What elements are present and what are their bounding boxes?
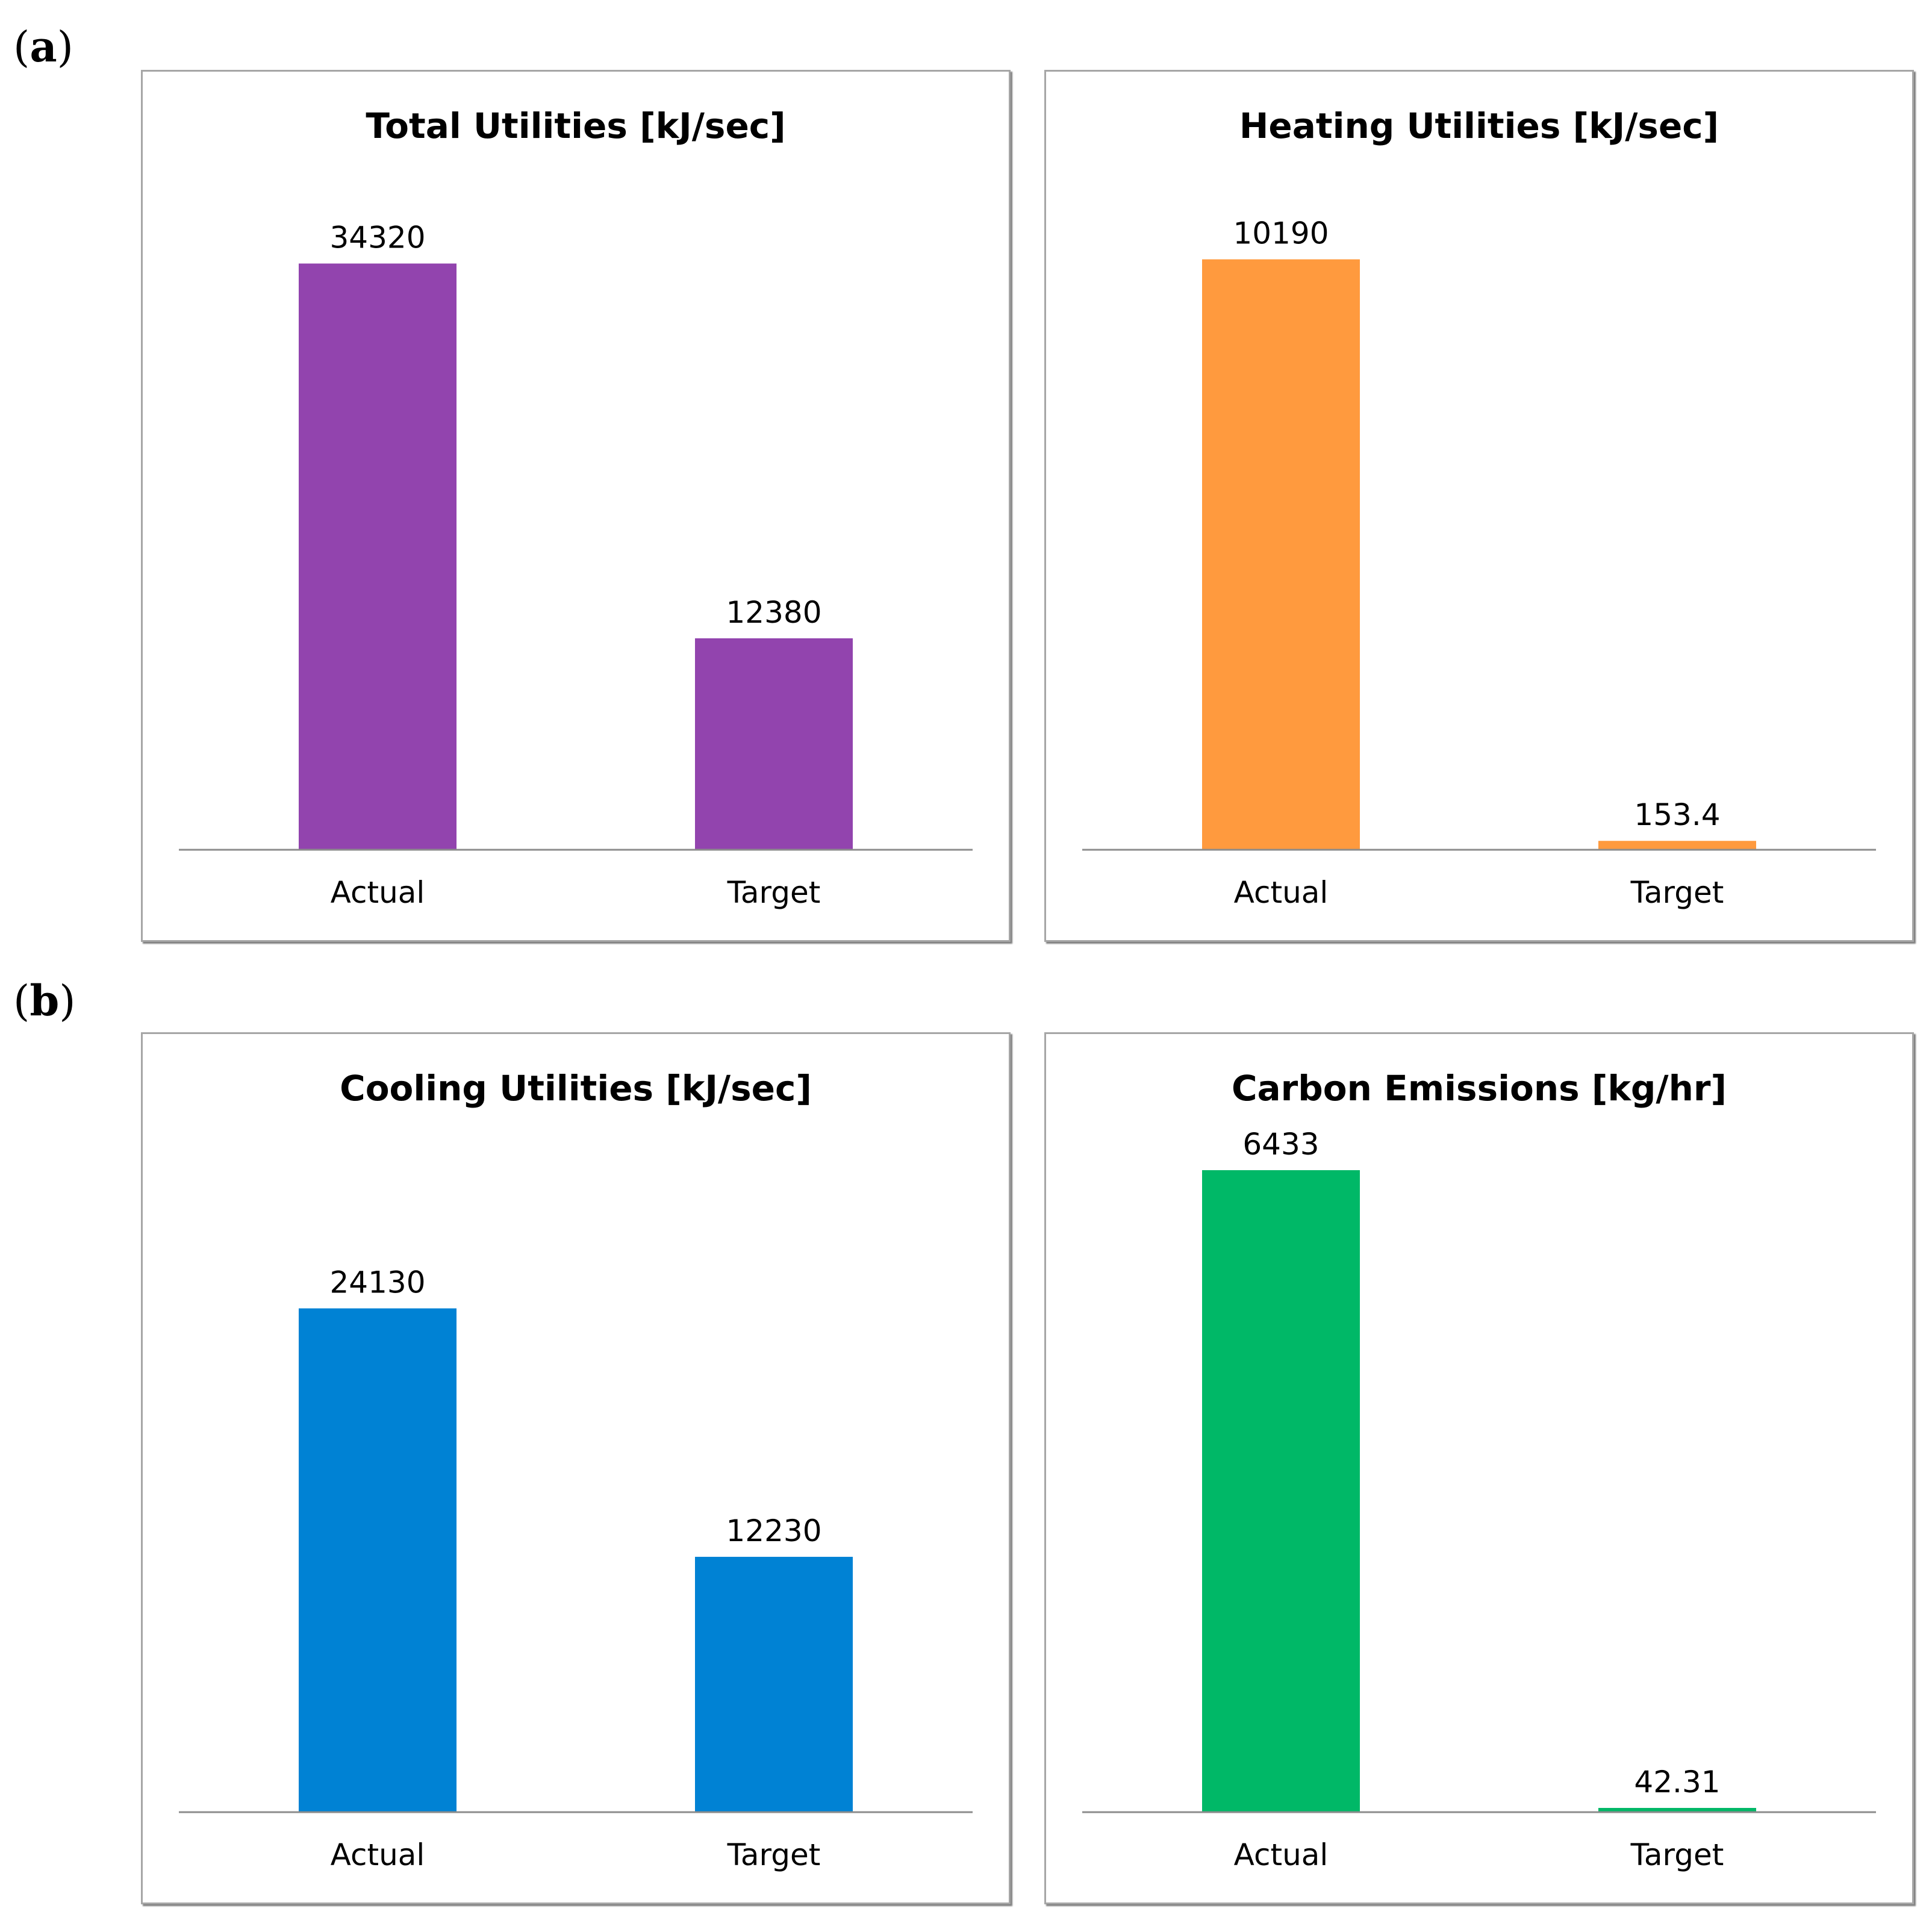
carbon-emissions-tick-label-actual: Actual <box>1234 1837 1329 1872</box>
panel-label-b-letter: b <box>30 976 60 1026</box>
cooling-utilities-bar-actual <box>299 1308 457 1812</box>
heating-utilities-tick-label-actual: Actual <box>1234 875 1329 910</box>
cooling-utilities-bar-target <box>695 1557 853 1812</box>
chart-heating-utilities-svg: Heating Utilities [kJ/sec] 10190 Actual 153… <box>1082 105 1876 910</box>
chart-total-utilities-svg: Total Utilities [kJ/sec] 34320 Actual 12380… <box>179 105 973 910</box>
panel-label-b: (b) <box>13 976 76 1026</box>
chart-total-utilities: Total Utilities [kJ/sec] 34320 Actual 12380… <box>141 70 1011 942</box>
total-utilities-title: Total Utilities [kJ/sec] <box>366 105 785 146</box>
carbon-emissions-bar-actual <box>1202 1170 1360 1812</box>
total-utilities-data-label-actual: 34320 <box>329 220 425 255</box>
heating-utilities-data-label-target: 153.4 <box>1634 797 1720 832</box>
cooling-utilities-data-label-actual: 24130 <box>329 1265 425 1300</box>
total-utilities-tick-label-actual: Actual <box>331 875 425 910</box>
cooling-utilities-tick-label-target: Target <box>727 1837 821 1872</box>
panel-label-a-letter: a <box>30 22 57 72</box>
heating-utilities-title: Heating Utilities [kJ/sec] <box>1239 105 1719 146</box>
total-utilities-tick-label-target: Target <box>727 875 821 910</box>
heating-utilities-tick-label-target: Target <box>1630 875 1724 910</box>
cooling-utilities-tick-label-actual: Actual <box>331 1837 425 1872</box>
panel-label-a: (a) <box>13 22 73 72</box>
chart-cooling-utilities-svg: Cooling Utilities [kJ/sec] 24130 Actual 122… <box>179 1068 973 1872</box>
chart-heating-utilities: Heating Utilities [kJ/sec] 10190 Actual 153… <box>1044 70 1914 942</box>
cooling-utilities-data-label-target: 12230 <box>726 1513 821 1548</box>
heating-utilities-bar-actual <box>1202 259 1360 850</box>
total-utilities-bar-actual <box>299 263 457 850</box>
total-utilities-bar-target <box>695 638 853 850</box>
chart-carbon-emissions-svg: Carbon Emissions [kg/hr] 6433 Actual 42.31 T… <box>1082 1068 1876 1872</box>
chart-carbon-emissions: Carbon Emissions [kg/hr] 6433 Actual 42.31 T… <box>1044 1032 1914 1904</box>
cooling-utilities-title: Cooling Utilities [kJ/sec] <box>340 1068 812 1109</box>
carbon-emissions-title: Carbon Emissions [kg/hr] <box>1232 1068 1727 1109</box>
carbon-emissions-data-label-target: 42.31 <box>1634 1765 1720 1800</box>
carbon-emissions-data-label-actual: 6433 <box>1242 1127 1319 1162</box>
carbon-emissions-tick-label-target: Target <box>1630 1837 1724 1872</box>
total-utilities-data-label-target: 12380 <box>726 595 821 630</box>
chart-cooling-utilities: Cooling Utilities [kJ/sec] 24130 Actual 122… <box>141 1032 1011 1904</box>
carbon-emissions-bar-target <box>1598 1807 1756 1812</box>
heating-utilities-data-label-actual: 10190 <box>1233 216 1329 251</box>
heating-utilities-bar-target <box>1598 841 1756 850</box>
